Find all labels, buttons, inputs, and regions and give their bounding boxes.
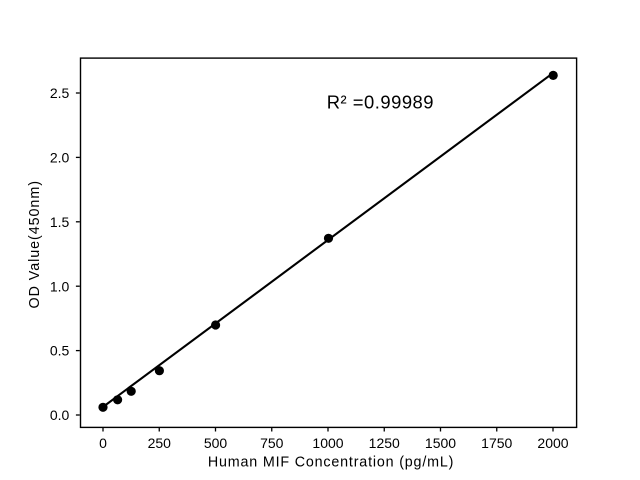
svg-text:1750: 1750 bbox=[481, 435, 512, 451]
svg-text:2000: 2000 bbox=[537, 435, 568, 451]
svg-text:0: 0 bbox=[99, 435, 107, 451]
svg-text:500: 500 bbox=[204, 435, 228, 451]
svg-text:2.0: 2.0 bbox=[50, 150, 70, 166]
svg-text:1500: 1500 bbox=[425, 435, 456, 451]
svg-text:R² =0.99989: R² =0.99989 bbox=[327, 92, 434, 113]
svg-text:OD Value(450nm): OD Value(450nm) bbox=[27, 180, 43, 308]
svg-text:1250: 1250 bbox=[369, 435, 400, 451]
svg-text:250: 250 bbox=[148, 435, 172, 451]
svg-text:750: 750 bbox=[260, 435, 284, 451]
svg-text:2.5: 2.5 bbox=[50, 85, 70, 101]
svg-text:0.0: 0.0 bbox=[50, 407, 70, 423]
svg-text:1000: 1000 bbox=[312, 435, 343, 451]
svg-text:1.5: 1.5 bbox=[50, 214, 70, 230]
svg-text:0.5: 0.5 bbox=[50, 343, 70, 359]
svg-text:Human MIF Concentration (pg/mL: Human MIF Concentration (pg/mL) bbox=[208, 455, 454, 471]
svg-text:1.0: 1.0 bbox=[50, 278, 70, 294]
